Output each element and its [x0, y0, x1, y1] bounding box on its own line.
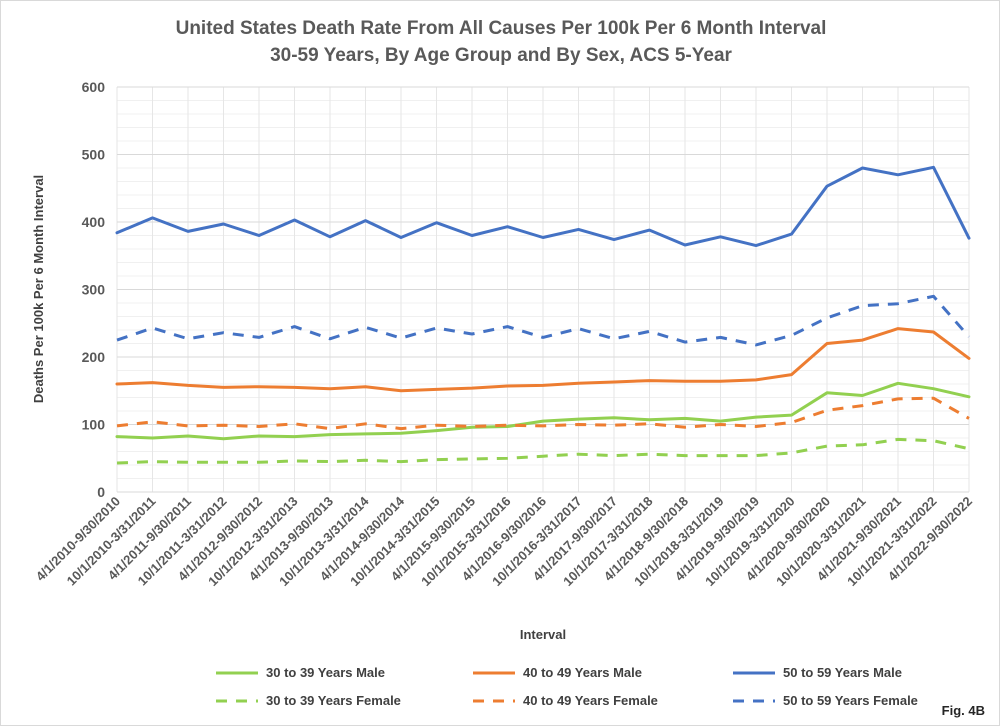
- x-axis-title: Interval: [520, 627, 566, 642]
- y-tick-label: 100: [82, 417, 106, 433]
- y-tick-label: 500: [82, 147, 106, 163]
- figure-label: Fig. 4B: [942, 703, 985, 718]
- y-tick-label: 300: [82, 282, 106, 298]
- chart-title-line-1: United States Death Rate From All Causes…: [176, 18, 827, 39]
- series-line-40-to-49-years-female: [116, 396, 970, 431]
- legend-label-50-to-59-years-female: 50 to 59 Years Female: [783, 693, 918, 708]
- series-line-30-to-39-years-male: [115, 381, 971, 441]
- legend-label-30-to-39-years-male: 30 to 39 Years Male: [266, 665, 385, 680]
- legend: 30 to 39 Years Male 40 to 49 Years Male 50…: [216, 665, 918, 708]
- y-tick-label: 200: [82, 349, 106, 365]
- y-axis-ticks: 0 100 200 300 400 500 600: [82, 79, 106, 500]
- legend-label-50-to-59-years-male: 50 to 59 Years Male: [783, 665, 902, 680]
- series-line-50-to-59-years-male: [115, 165, 971, 248]
- series-line-30-to-39-years-female: [116, 437, 970, 465]
- series-lines: [115, 165, 971, 465]
- series-line-40-to-49-years-male: [115, 327, 971, 393]
- chart-title-line-2: 30-59 Years, By Age Group and By Sex, AC…: [270, 45, 732, 66]
- series-line-50-to-59-years-female: [116, 294, 971, 347]
- legend-label-30-to-39-years-female: 30 to 39 Years Female: [266, 693, 401, 708]
- y-axis-title: Deaths Per 100k Per 6 Month Interval: [31, 175, 46, 403]
- legend-label-40-to-49-years-female: 40 to 49 Years Female: [523, 693, 658, 708]
- gridlines: [116, 86, 970, 493]
- legend-label-40-to-49-years-male: 40 to 49 Years Male: [523, 665, 642, 680]
- x-axis-ticks: 4/1/2010-9/30/201010/1/2010-3/31/20114/1…: [33, 493, 975, 589]
- y-tick-label: 0: [97, 484, 105, 500]
- y-tick-label: 400: [82, 214, 106, 230]
- y-tick-label: 600: [82, 79, 106, 95]
